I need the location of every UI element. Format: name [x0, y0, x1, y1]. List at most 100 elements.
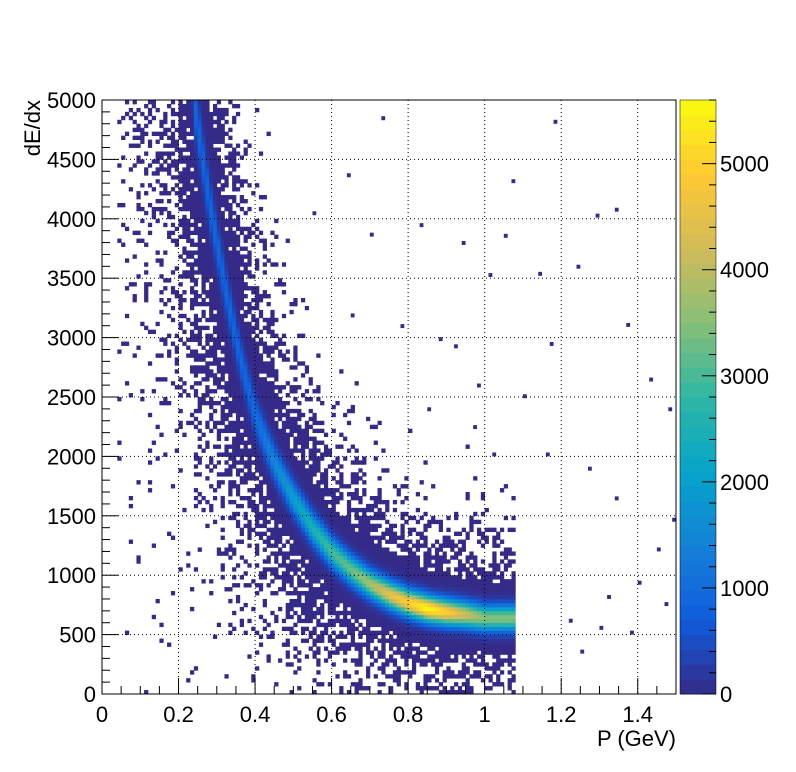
heatmap-cell — [197, 214, 202, 220]
heatmap-cell — [235, 202, 241, 208]
heatmap-cell — [308, 587, 313, 592]
heatmap-cell — [205, 183, 210, 188]
heatmap-cell — [316, 670, 321, 675]
heatmap-cell — [438, 630, 443, 635]
heatmap-cell — [339, 595, 344, 600]
heatmap-cell — [247, 476, 252, 481]
heatmap-cell — [258, 309, 264, 315]
heatmap-outlier-cell — [637, 580, 642, 585]
heatmap-cell — [362, 583, 367, 588]
heatmap-cell — [212, 107, 218, 113]
heatmap-cell — [251, 436, 256, 441]
heatmap-cell — [411, 630, 417, 635]
heatmap-cell — [300, 373, 306, 378]
heatmap-cell — [262, 456, 267, 461]
heatmap-cell — [285, 496, 290, 501]
heatmap-cell — [320, 591, 325, 596]
heatmap-cell — [224, 361, 229, 366]
heatmap-cell — [285, 650, 290, 655]
heatmap-cell — [404, 476, 409, 481]
heatmap-cell — [389, 654, 394, 659]
heatmap-cell — [442, 622, 447, 628]
heatmap-cell — [255, 369, 260, 374]
heatmap-cell — [232, 420, 237, 426]
y-tick-label: 4000 — [47, 207, 96, 232]
heatmap-cell — [186, 238, 191, 243]
heatmap-cell — [228, 202, 233, 208]
heatmap-cell — [350, 559, 355, 564]
heatmap-cell — [278, 484, 283, 489]
colorbar-segment — [680, 486, 716, 502]
heatmap-cell — [308, 563, 313, 568]
heatmap-cell — [346, 408, 352, 414]
heatmap-cell — [358, 539, 363, 544]
heatmap-cell — [389, 595, 394, 600]
heatmap-cell — [496, 531, 501, 536]
heatmap-cell — [239, 183, 244, 188]
heatmap-cell — [316, 511, 321, 517]
heatmap-cell — [136, 559, 141, 564]
heatmap-cell — [247, 436, 252, 441]
heatmap-cell — [488, 587, 493, 592]
heatmap-cell — [251, 460, 256, 465]
heatmap-cell — [197, 179, 202, 184]
heatmap-cell — [228, 234, 233, 239]
heatmap-cell — [297, 464, 302, 469]
heatmap-cell — [362, 511, 367, 517]
heatmap-cell — [411, 618, 417, 624]
heatmap-cell — [411, 606, 417, 612]
heatmap-cell — [358, 571, 363, 576]
heatmap-cell — [262, 571, 267, 576]
heatmap-cell — [499, 658, 505, 663]
heatmap-cell — [473, 476, 478, 481]
heatmap-cell — [450, 610, 455, 616]
heatmap-cell — [186, 250, 191, 255]
heatmap-cell — [228, 472, 233, 477]
heatmap-cell — [423, 682, 428, 687]
heatmap-cell — [362, 575, 367, 580]
heatmap-cell — [159, 274, 164, 279]
heatmap-cell — [235, 301, 241, 307]
heatmap-cell — [278, 496, 283, 501]
heatmap-cell — [300, 638, 306, 643]
heatmap-cell — [262, 317, 267, 323]
heatmap-cell — [228, 329, 233, 335]
heatmap-cell — [197, 420, 202, 426]
heatmap-cell — [285, 507, 290, 513]
heatmap-cell — [232, 349, 237, 354]
heatmap-cell — [454, 591, 459, 596]
heatmap-cell — [278, 563, 283, 568]
heatmap-cell — [144, 210, 149, 216]
heatmap-cell — [243, 294, 248, 299]
heatmap-cell — [205, 167, 210, 172]
heatmap-cell — [182, 230, 187, 236]
heatmap-cell — [293, 345, 298, 350]
heatmap-cell — [255, 583, 260, 588]
heatmap-cell — [369, 424, 375, 430]
heatmap-cell — [251, 507, 256, 513]
heatmap-cell — [255, 591, 260, 596]
heatmap-cell — [293, 377, 298, 382]
heatmap-cell — [228, 155, 233, 160]
heatmap-cell — [136, 480, 141, 485]
heatmap-cell — [385, 583, 390, 588]
heatmap-cell — [411, 646, 417, 651]
heatmap-cell — [492, 626, 497, 632]
heatmap-cell — [270, 527, 275, 533]
heatmap-cell — [243, 337, 248, 342]
heatmap-cell — [434, 547, 440, 552]
heatmap-cell — [389, 622, 394, 628]
heatmap-cell — [404, 579, 409, 584]
heatmap-cell — [247, 183, 252, 188]
heatmap-cell — [362, 686, 367, 691]
heatmap-cell — [389, 551, 394, 556]
heatmap-cell — [362, 519, 367, 525]
heatmap-cell — [354, 682, 359, 687]
heatmap-cell — [320, 515, 325, 521]
heatmap-cell — [193, 369, 199, 374]
heatmap-cell — [178, 305, 183, 311]
heatmap-outlier-cell — [599, 625, 604, 630]
heatmap-cell — [209, 159, 214, 164]
heatmap-cell — [243, 210, 248, 216]
heatmap-cell — [121, 135, 126, 140]
